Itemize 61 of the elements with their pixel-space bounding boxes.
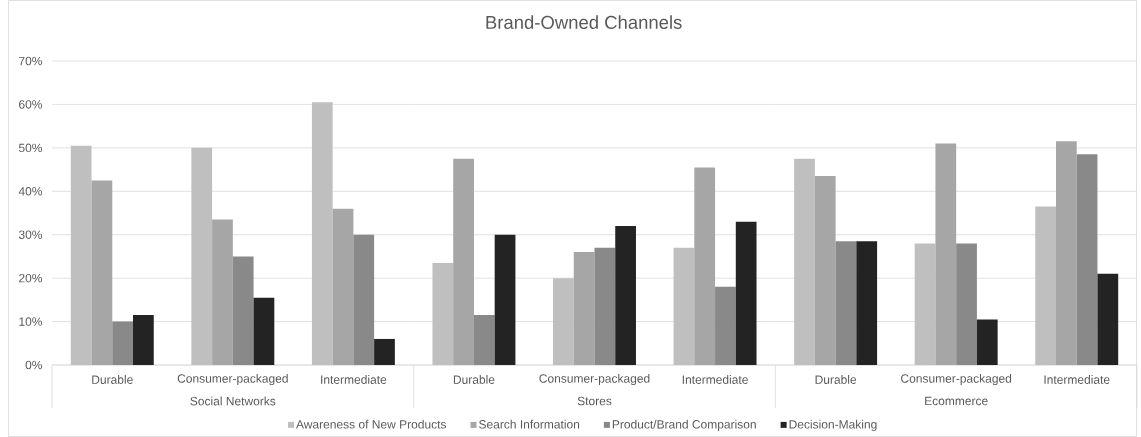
bar	[914, 243, 936, 365]
bar	[494, 234, 516, 365]
y-tick-label: 10%	[19, 317, 43, 326]
legend-label: Product/Brand Comparison	[612, 419, 756, 431]
bar	[91, 180, 113, 365]
bar	[673, 247, 695, 365]
bar	[814, 176, 836, 365]
x-axis-title: Stores	[577, 396, 612, 406]
bar	[70, 145, 92, 365]
y-tick-label: 60%	[19, 100, 43, 109]
legend-label: Decision-Making	[789, 419, 877, 431]
bar	[1076, 154, 1098, 365]
bar	[332, 208, 354, 365]
bar	[856, 241, 878, 365]
bar	[594, 247, 616, 365]
bar	[212, 219, 233, 365]
bar	[715, 286, 736, 365]
y-tick-label: 70%	[19, 56, 43, 66]
bar	[133, 315, 154, 365]
x-tick-label: Durable	[453, 375, 495, 384]
bar	[735, 221, 757, 365]
x-axis-title: Ecommerce	[925, 396, 988, 406]
bar	[311, 102, 333, 365]
bar	[553, 278, 574, 365]
x-tick-label: Durable	[815, 375, 857, 384]
bar	[694, 167, 716, 365]
bar	[374, 338, 395, 365]
x-tick-label: Durable	[92, 375, 133, 384]
x-tick-label: Consumer-packaged	[539, 373, 650, 386]
y-tick-label: 50%	[18, 143, 43, 153]
bar	[453, 158, 474, 365]
bar	[1035, 206, 1056, 365]
bar	[353, 234, 375, 365]
bar	[432, 262, 454, 365]
y-tick-label: 20%	[19, 273, 43, 283]
chart-title: Brand-Owned Channels	[486, 15, 682, 29]
bar	[473, 315, 495, 365]
x-tick-label: Intermediate	[321, 375, 387, 384]
legend-label: Search Information	[479, 419, 580, 429]
x-tick-label: Consumer-packaged	[901, 373, 1012, 386]
bar	[794, 158, 815, 365]
bar	[835, 241, 857, 365]
y-tick-label: 30%	[18, 230, 43, 239]
bar	[1097, 273, 1119, 365]
bar	[191, 147, 213, 365]
x-tick-label: Intermediate	[1044, 375, 1110, 384]
bar	[1056, 141, 1077, 365]
bar	[253, 297, 275, 365]
bar	[112, 321, 134, 365]
bar	[232, 256, 254, 365]
bar	[976, 319, 998, 365]
x-axis-title: Social Networks	[190, 396, 276, 406]
x-tick-label: Intermediate	[682, 375, 748, 384]
bar	[615, 226, 636, 365]
x-tick-label: Consumer-packaged	[177, 373, 288, 386]
bar	[935, 143, 957, 365]
legend-label: Awareness of New Products	[296, 419, 447, 429]
y-tick-label: 0%	[25, 360, 43, 370]
y-tick-label: 40%	[18, 187, 43, 196]
bar	[573, 252, 595, 365]
bar	[956, 243, 977, 365]
